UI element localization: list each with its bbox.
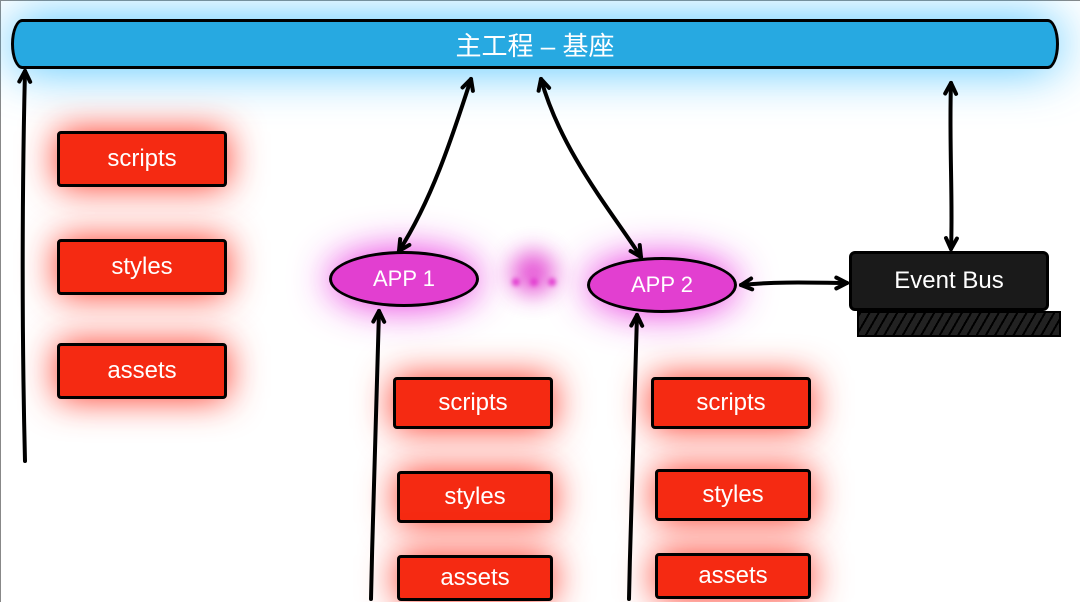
- app1-assets-label: assets: [440, 564, 509, 592]
- edge-left-to-header: [23, 71, 25, 461]
- app2-node: APP 2: [587, 257, 737, 313]
- header-label: 主工程 – 基座: [456, 26, 615, 63]
- app1-label: APP 1: [373, 266, 435, 292]
- header-main-base: 主工程 – 基座: [11, 19, 1059, 69]
- app1-assets-box: assets: [397, 555, 553, 601]
- app1-scripts-label: scripts: [438, 389, 507, 417]
- app1-node: APP 1: [329, 251, 479, 307]
- app1-scripts-box: scripts: [393, 377, 553, 429]
- app1-styles-label: styles: [444, 483, 505, 511]
- diagram-canvas: 主工程 – 基座 scripts styles assets APP 1 APP…: [0, 0, 1080, 602]
- left-styles-label: styles: [111, 253, 172, 281]
- app2-styles-box: styles: [655, 469, 811, 521]
- app2-scripts-box: scripts: [651, 377, 811, 429]
- app2-styles-label: styles: [702, 481, 763, 509]
- left-styles-box: styles: [57, 239, 227, 295]
- event-bus-node: Event Bus: [849, 251, 1049, 311]
- edge-header-to-app2: [541, 79, 641, 257]
- edge-app2-stack-arrow: [629, 315, 637, 599]
- edge-header-to-app1: [399, 79, 471, 251]
- edge-app1-stack-arrow: [371, 311, 379, 599]
- event-bus-shadow: [857, 311, 1061, 337]
- app2-scripts-label: scripts: [696, 389, 765, 417]
- app1-styles-box: styles: [397, 471, 553, 523]
- app2-label: APP 2: [631, 272, 693, 298]
- left-assets-label: assets: [107, 357, 176, 385]
- app2-assets-box: assets: [655, 553, 811, 599]
- event-bus-label: Event Bus: [894, 267, 1003, 295]
- left-assets-box: assets: [57, 343, 227, 399]
- left-scripts-label: scripts: [107, 145, 176, 173]
- left-scripts-box: scripts: [57, 131, 227, 187]
- edge-header-to-eventbus: [950, 83, 951, 249]
- app2-assets-label: assets: [698, 562, 767, 590]
- edge-app2-to-eventbus: [741, 283, 847, 286]
